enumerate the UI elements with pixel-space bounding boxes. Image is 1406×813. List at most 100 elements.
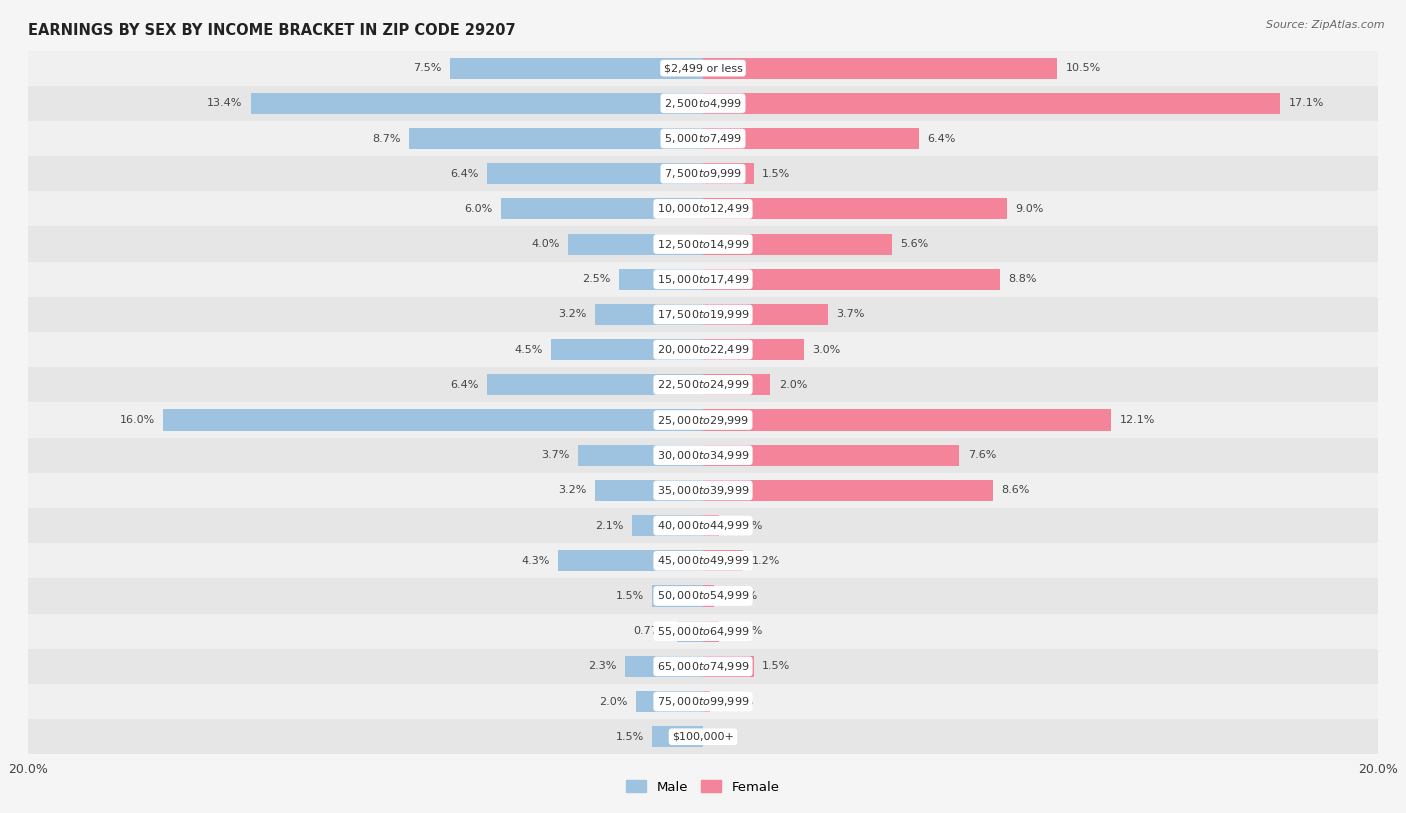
Text: $22,500 to $24,999: $22,500 to $24,999 [657, 378, 749, 391]
Bar [619, 269, 703, 289]
Text: $40,000 to $44,999: $40,000 to $44,999 [657, 519, 749, 532]
Bar [703, 445, 959, 466]
Bar [28, 85, 1378, 121]
Bar [703, 550, 744, 572]
Bar [652, 726, 703, 747]
Bar [703, 128, 920, 149]
Text: EARNINGS BY SEX BY INCOME BRACKET IN ZIP CODE 29207: EARNINGS BY SEX BY INCOME BRACKET IN ZIP… [28, 23, 516, 38]
Text: $2,499 or less: $2,499 or less [664, 63, 742, 73]
Text: $100,000+: $100,000+ [672, 732, 734, 741]
Text: 6.4%: 6.4% [928, 133, 956, 144]
Bar [703, 269, 1000, 289]
Bar [595, 480, 703, 501]
Bar [678, 620, 703, 641]
Bar [409, 128, 703, 149]
Text: Source: ZipAtlas.com: Source: ZipAtlas.com [1267, 20, 1385, 30]
Legend: Male, Female: Male, Female [621, 775, 785, 799]
Bar [703, 620, 718, 641]
Text: 1.2%: 1.2% [752, 556, 780, 566]
Text: $45,000 to $49,999: $45,000 to $49,999 [657, 554, 749, 567]
Bar [703, 656, 754, 677]
Text: 6.0%: 6.0% [464, 204, 492, 214]
Bar [486, 163, 703, 185]
Text: 2.1%: 2.1% [595, 520, 624, 531]
Text: 2.0%: 2.0% [599, 697, 627, 706]
Text: 4.5%: 4.5% [515, 345, 543, 354]
Text: 8.8%: 8.8% [1008, 274, 1036, 285]
Bar [568, 233, 703, 254]
Text: 3.2%: 3.2% [558, 310, 586, 320]
Bar [703, 339, 804, 360]
Text: 4.0%: 4.0% [531, 239, 560, 249]
Text: 2.5%: 2.5% [582, 274, 610, 285]
Bar [703, 515, 718, 536]
Text: 3.7%: 3.7% [541, 450, 569, 460]
Bar [28, 578, 1378, 614]
Text: 1.5%: 1.5% [762, 661, 790, 672]
Text: 1.5%: 1.5% [616, 591, 644, 601]
Text: $10,000 to $12,499: $10,000 to $12,499 [657, 202, 749, 215]
Bar [703, 374, 770, 395]
Bar [703, 410, 1111, 431]
Text: 1.5%: 1.5% [616, 732, 644, 741]
Text: 2.0%: 2.0% [779, 380, 807, 390]
Bar [595, 304, 703, 325]
Bar [28, 297, 1378, 332]
Bar [703, 691, 710, 712]
Text: $12,500 to $14,999: $12,500 to $14,999 [657, 237, 749, 250]
Bar [703, 304, 828, 325]
Text: 7.6%: 7.6% [967, 450, 997, 460]
Text: $7,500 to $9,999: $7,500 to $9,999 [664, 167, 742, 180]
Bar [28, 50, 1378, 85]
Bar [163, 410, 703, 431]
Bar [28, 262, 1378, 297]
Bar [703, 58, 1057, 79]
Bar [28, 614, 1378, 649]
Text: 9.0%: 9.0% [1015, 204, 1043, 214]
Text: $65,000 to $74,999: $65,000 to $74,999 [657, 660, 749, 673]
Bar [703, 585, 714, 606]
Text: $17,500 to $19,999: $17,500 to $19,999 [657, 308, 749, 321]
Text: 0.46%: 0.46% [727, 520, 762, 531]
Bar [633, 515, 703, 536]
Text: 3.2%: 3.2% [558, 485, 586, 495]
Bar [652, 585, 703, 606]
Text: 7.5%: 7.5% [413, 63, 441, 73]
Bar [703, 233, 891, 254]
Bar [636, 691, 703, 712]
Bar [28, 402, 1378, 437]
Bar [626, 656, 703, 677]
Bar [28, 473, 1378, 508]
Text: 10.5%: 10.5% [1066, 63, 1101, 73]
Bar [28, 367, 1378, 402]
Bar [501, 198, 703, 220]
Text: $15,000 to $17,499: $15,000 to $17,499 [657, 273, 749, 286]
Text: $30,000 to $34,999: $30,000 to $34,999 [657, 449, 749, 462]
Bar [703, 93, 1279, 114]
Bar [450, 58, 703, 79]
Text: $5,000 to $7,499: $5,000 to $7,499 [664, 132, 742, 145]
Text: 0.21%: 0.21% [718, 697, 754, 706]
Text: $20,000 to $22,499: $20,000 to $22,499 [657, 343, 749, 356]
Bar [28, 543, 1378, 578]
Bar [250, 93, 703, 114]
Bar [486, 374, 703, 395]
Text: $25,000 to $29,999: $25,000 to $29,999 [657, 414, 749, 427]
Text: 5.6%: 5.6% [900, 239, 928, 249]
Bar [551, 339, 703, 360]
Bar [28, 720, 1378, 754]
Bar [703, 480, 993, 501]
Text: 0.46%: 0.46% [727, 626, 762, 636]
Text: 8.6%: 8.6% [1001, 485, 1031, 495]
Text: 13.4%: 13.4% [207, 98, 242, 108]
Bar [28, 227, 1378, 262]
Text: 0.33%: 0.33% [723, 591, 758, 601]
Text: 3.7%: 3.7% [837, 310, 865, 320]
Bar [28, 191, 1378, 227]
Text: 1.5%: 1.5% [762, 169, 790, 179]
Text: $75,000 to $99,999: $75,000 to $99,999 [657, 695, 749, 708]
Text: 8.7%: 8.7% [373, 133, 401, 144]
Bar [578, 445, 703, 466]
Bar [28, 332, 1378, 367]
Text: $35,000 to $39,999: $35,000 to $39,999 [657, 484, 749, 497]
